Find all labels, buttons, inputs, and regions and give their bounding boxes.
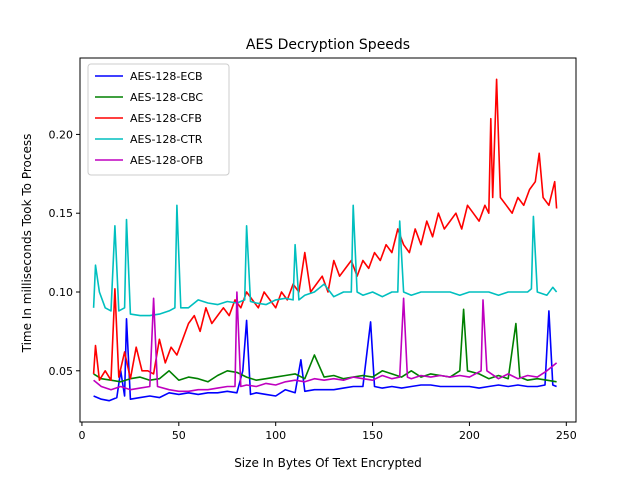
- y-tick-label: 0.20: [49, 128, 74, 141]
- x-tick-label: 100: [265, 429, 286, 442]
- series-layer: [92, 78, 558, 402]
- series-line-aes-128-cfb: [92, 78, 558, 381]
- series-line-aes-128-ecb: [93, 310, 557, 402]
- plot-frame: [79, 57, 577, 423]
- y-tick-label: 0.15: [49, 207, 74, 220]
- legend-label: AES-128-OFB: [130, 154, 203, 167]
- x-tick-label: 0: [78, 429, 85, 442]
- series-line-aes-128-ofb: [93, 291, 558, 393]
- x-tick-label: 150: [362, 429, 383, 442]
- legend-label: AES-128-ECB: [130, 70, 203, 83]
- series-line-aes-128-cbc: [93, 308, 557, 383]
- legend: AES-128-ECB AES-128-CBC AES-128-CFB AES-128…: [87, 63, 230, 176]
- y-tick-label: 0.10: [49, 286, 74, 299]
- legend-box: [87, 63, 230, 176]
- legend-label: AES-128-CFB: [130, 112, 202, 125]
- x-axis-label: Size In Bytes Of Text Encrypted: [234, 456, 422, 470]
- legend-label: AES-128-CTR: [130, 133, 203, 146]
- y-tick-label: 0.05: [49, 365, 74, 378]
- series-line-aes-128-ctr: [92, 204, 558, 317]
- x-tick-label: 200: [459, 429, 480, 442]
- legend-label: AES-128-CBC: [130, 91, 203, 104]
- x-tick-label: 250: [556, 429, 577, 442]
- y-axis-label: Time In milliseconds Took To Process: [20, 134, 34, 354]
- x-tick-label: 50: [172, 429, 186, 442]
- chart-title: AES Decryption Speeds: [246, 37, 410, 53]
- axes-layer: 0 50 100 150 200 250 0.05 0.10 0.15 0.20: [49, 57, 577, 442]
